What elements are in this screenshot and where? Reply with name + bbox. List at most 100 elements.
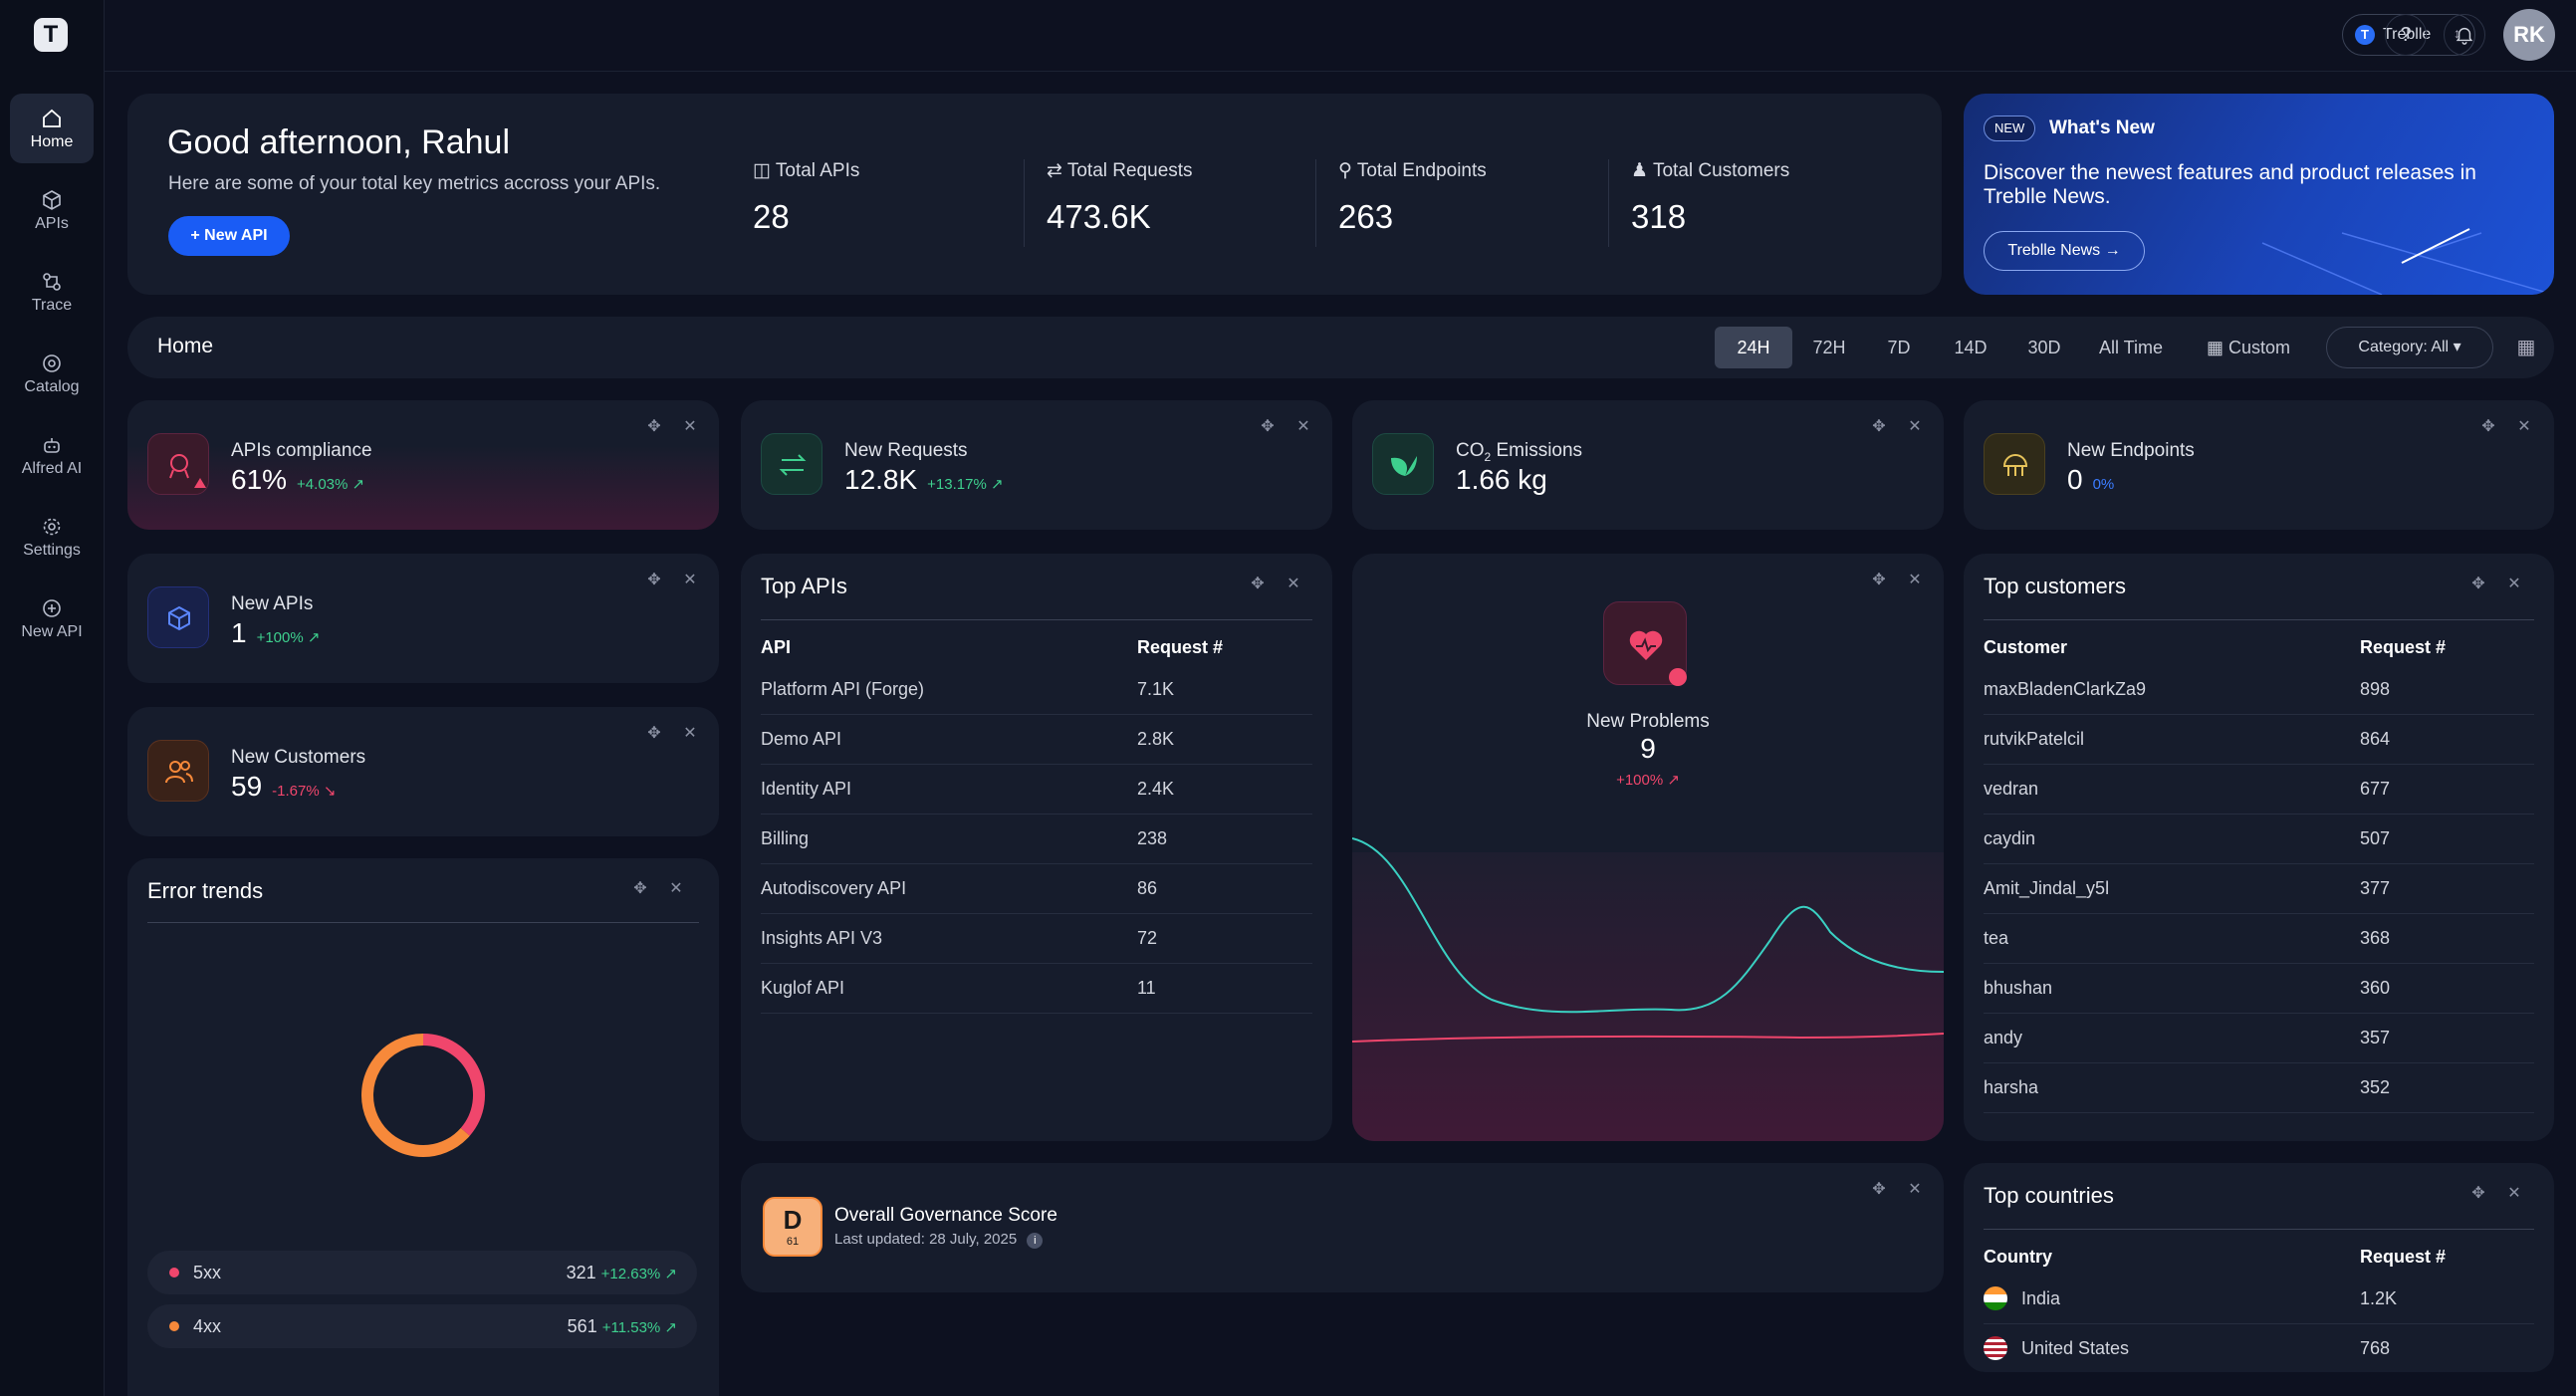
column-header: Request # [2360,637,2447,657]
donut-slice-4xx[interactable] [361,1034,470,1157]
sidebar-item-trace[interactable]: Trace [10,257,94,327]
table-row[interactable]: United States 768 [1984,1324,2534,1372]
new-apis-card: ✥ ✕ New APIs 1 +100% ↗ [127,554,719,683]
column-header: Country [1984,1247,2052,1267]
donut-slice-5xx[interactable] [422,1034,485,1136]
sidebar-item-home[interactable]: Home [10,94,94,163]
sidebar-item-apis[interactable]: APIs [10,175,94,245]
table-cell-requests: 352 [2360,1077,2391,1097]
treblle-news-button[interactable]: Treblle News → [1984,231,2145,271]
close-icon[interactable]: ✕ [2517,418,2531,435]
divider [147,922,699,923]
sidebar-item-label: Trace [31,297,73,314]
sparkline-pink [1352,1033,1944,1043]
drag-handle-icon[interactable]: ✥ [647,572,661,588]
table-row[interactable]: maxBladenClarkZa9 898 [1984,665,2534,715]
new-api-button[interactable]: + New API [168,216,290,256]
drag-handle-icon[interactable]: ✥ [1872,1181,1886,1198]
help-icon[interactable]: ? [2385,14,2427,56]
column-header: Request # [2360,1247,2447,1267]
close-icon[interactable]: ✕ [669,880,683,897]
table-cell-requests: 507 [2360,828,2391,848]
table-row[interactable]: Insights API V3 72 [761,914,1312,964]
co2-emissions-card: ✥ ✕ CO2 Emissions 1.66 kg [1352,400,1944,530]
new-customers-card: ✥ ✕ New Customers 59 -1.67% ↘ [127,707,719,836]
avatar[interactable]: RK [2503,9,2555,61]
divider [761,619,1312,620]
card-value: 1 [231,617,247,648]
range-custom[interactable]: ▦ Custom [2189,327,2308,368]
table-row[interactable]: Autodiscovery API 86 [761,864,1312,914]
cube-icon: ◫ [753,160,771,181]
metric-value: 473.6K [1047,198,1151,235]
table-row[interactable]: andy 357 [1984,1014,2534,1063]
sidebar-item-label: Alfred AI [21,460,83,477]
drag-handle-icon[interactable]: ✥ [1251,576,1265,592]
sidebar-item-alfred-ai[interactable]: Alfred AI [10,420,94,490]
info-icon[interactable]: i [1027,1233,1044,1249]
caret-down-icon: ▾ [2453,339,2461,355]
close-icon[interactable]: ✕ [683,725,697,742]
table-row[interactable]: Demo API 2.8K [761,715,1312,765]
category-filter[interactable]: Category: All ▾ [2326,327,2493,368]
close-icon[interactable]: ✕ [2507,1185,2521,1202]
range-30d[interactable]: 30D [2027,338,2061,357]
table-row[interactable]: tea 368 [1984,914,2534,964]
table-row[interactable]: India 1.2K [1984,1275,2534,1324]
sidebar-item-new-api[interactable]: New API [10,583,94,653]
drag-handle-icon[interactable]: ✥ [1261,418,1275,435]
table-cell-requests: 357 [2360,1028,2391,1047]
legend-dot [169,1268,179,1278]
country-requests: 1.2K [2360,1288,2398,1308]
card-title: New APIs [231,593,314,614]
close-icon[interactable]: ✕ [1908,1181,1922,1198]
table-row[interactable]: harsha 352 [1984,1063,2534,1113]
bell-icon[interactable] [2444,14,2485,56]
range-14d[interactable]: 14D [1954,338,1988,357]
treblle-logo[interactable]: T [34,18,68,52]
range-24h[interactable]: 24H [1715,327,1792,368]
table-row[interactable]: bhushan 360 [1984,964,2534,1014]
range-all-time[interactable]: All Time [2098,338,2163,357]
close-icon[interactable]: ✕ [683,572,697,588]
table-row[interactable]: vedran 677 [1984,765,2534,814]
table-cell-name: Autodiscovery API [761,878,907,898]
sidebar-item-catalog[interactable]: Catalog [10,339,94,408]
new-endpoints-card: ✥ ✕ New Endpoints 0 0% [1964,400,2554,530]
range-72h[interactable]: 72H [1812,338,1846,357]
legend-row-5xx: 5xx 321 +12.63% ↗ [147,1251,697,1294]
table-cell-name: Kuglof API [761,978,845,998]
card-delta: 0% [2092,476,2115,493]
drag-handle-icon[interactable]: ✥ [2481,418,2495,435]
table-row[interactable]: Amit_Jindal_y5l 377 [1984,864,2534,914]
table-cell-requests: 377 [2360,878,2391,898]
table-row[interactable]: Identity API 2.4K [761,765,1312,814]
close-icon[interactable]: ✕ [1296,418,1310,435]
gear-icon [41,516,63,538]
sidebar-item-settings[interactable]: Settings [10,502,94,572]
metric-value: 318 [1631,198,1687,235]
drag-handle-icon[interactable]: ✥ [2471,1185,2485,1202]
drag-handle-icon[interactable]: ✥ [2471,576,2485,592]
drag-handle-icon[interactable]: ✥ [647,418,661,435]
drag-handle-icon[interactable]: ✥ [647,725,661,742]
close-icon[interactable]: ✕ [1908,572,1922,588]
grid-layout-icon[interactable]: ▦ [2516,337,2536,358]
table-row[interactable]: Platform API (Forge) 7.1K [761,665,1312,715]
governance-grade-badge: D 61 [763,1197,822,1257]
drag-handle-icon[interactable]: ✥ [1872,572,1886,588]
calendar-icon: ▦ [2206,338,2224,357]
endpoint-icon: ⚲ [1338,160,1352,181]
table-row[interactable]: Kuglof API 11 [761,964,1312,1014]
range-7d[interactable]: 7D [1887,338,1911,357]
close-icon[interactable]: ✕ [683,418,697,435]
table-row[interactable]: caydin 507 [1984,814,2534,864]
drag-handle-icon[interactable]: ✥ [633,880,647,897]
drag-handle-icon[interactable]: ✥ [1872,418,1886,435]
table-row[interactable]: rutvikPatelcil 864 [1984,715,2534,765]
close-icon[interactable]: ✕ [1908,418,1922,435]
close-icon[interactable]: ✕ [2507,576,2521,592]
close-icon[interactable]: ✕ [1287,576,1300,592]
india-flag-icon [1984,1286,2007,1310]
table-row[interactable]: Billing 238 [761,814,1312,864]
